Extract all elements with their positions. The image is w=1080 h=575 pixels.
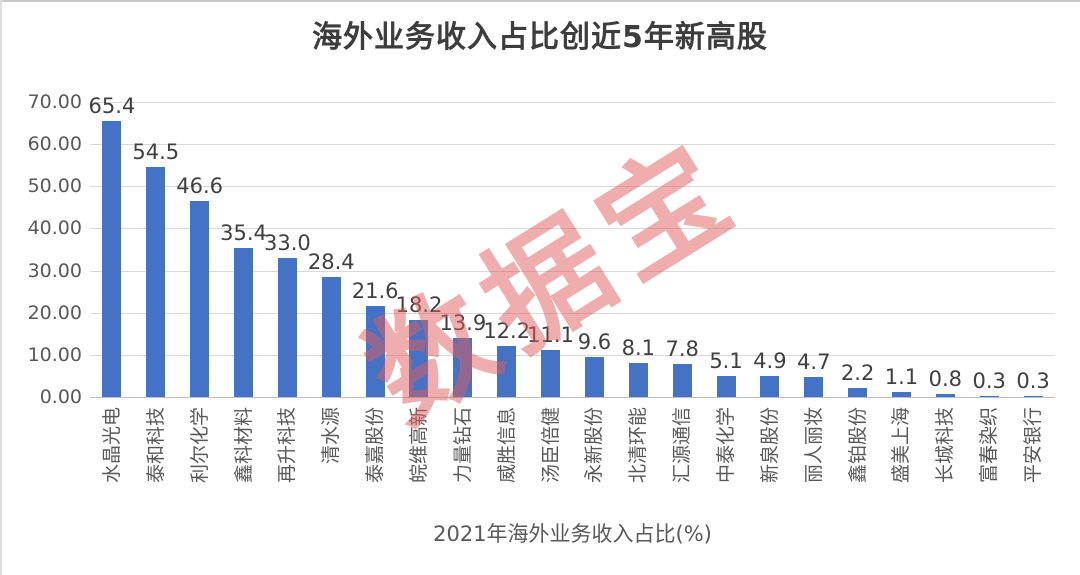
bar-value-label: 21.6 — [351, 278, 399, 303]
bar-value-label: 18.2 — [395, 293, 443, 318]
chart-title: 海外业务收入占比创近5年新高股 — [312, 20, 768, 55]
bar-value-label: 7.8 — [665, 337, 699, 362]
bar-value-label: 4.7 — [797, 350, 831, 375]
x-axis-category-label: 北清环能 — [627, 407, 650, 484]
bar — [891, 392, 911, 397]
bar — [453, 338, 473, 397]
x-axis-category-label: 汤臣倍健 — [539, 407, 562, 484]
bar-value-label: 33.0 — [263, 230, 311, 255]
bar — [102, 121, 122, 397]
gridline — [90, 102, 1055, 103]
bar-value-label: 12.2 — [483, 318, 531, 343]
gridline — [90, 354, 1055, 356]
gridline — [90, 144, 1055, 146]
bar — [804, 377, 824, 397]
bar-value-label: 54.5 — [132, 140, 180, 165]
bar-value-label: 28.4 — [307, 250, 355, 275]
x-axis-category-label: 皖维高新 — [407, 407, 430, 484]
bar-value-label: 9.6 — [577, 329, 612, 354]
bar — [848, 387, 868, 397]
bar — [190, 200, 210, 397]
y-axis-tick-label: 10.00 — [27, 343, 82, 366]
x-axis-category-label: 鑫科材料 — [232, 407, 255, 484]
y-axis-tick-label: 0.00 — [39, 386, 82, 408]
x-axis-category-label: 长城科技 — [934, 407, 957, 484]
bar — [365, 305, 385, 397]
x-axis-category-label: 泰和科技 — [144, 407, 167, 484]
y-axis-tick-label: 60.00 — [27, 133, 82, 156]
bar — [321, 277, 341, 397]
bar-value-label: 0.3 — [972, 368, 1006, 393]
y-axis-tick-label: 70.00 — [27, 91, 82, 113]
bar — [760, 376, 780, 397]
gridline — [90, 270, 1055, 272]
x-axis-category-label: 丽人丽妆 — [802, 407, 825, 484]
bar-value-label: 46.6 — [176, 173, 224, 198]
bar — [716, 375, 736, 397]
gridline — [90, 312, 1055, 314]
y-axis-tick-label: 40.00 — [27, 217, 82, 240]
x-axis-category-label: 鑫铂股份 — [846, 407, 869, 484]
bar — [979, 395, 999, 397]
x-axis-category-label: 力量钻石 — [451, 407, 474, 484]
y-axis-tick-label: 50.00 — [27, 175, 82, 198]
bar — [409, 320, 429, 397]
x-axis-line — [90, 397, 1055, 398]
x-axis-category-label: 中泰化学 — [715, 407, 738, 484]
window-edge-top — [0, 0, 1080, 2]
bar — [628, 362, 648, 397]
bar-value-label: 2.2 — [840, 360, 875, 385]
bar — [497, 345, 517, 397]
bar-value-label: 65.4 — [88, 94, 136, 119]
bar-value-label: 4.9 — [753, 349, 787, 374]
bar-value-label: 0.8 — [928, 366, 963, 391]
bar — [277, 257, 297, 397]
x-axis-category-label: 平安银行 — [1022, 407, 1045, 484]
bar — [672, 364, 692, 397]
x-axis-category-label: 水晶光电 — [100, 407, 123, 484]
bar — [234, 247, 254, 397]
bar-value-label: 13.9 — [439, 311, 487, 336]
bar-value-label: 11.1 — [527, 323, 574, 348]
gridline — [90, 186, 1055, 188]
bar — [146, 167, 166, 397]
x-axis-category-label: 汇源通信 — [671, 407, 694, 484]
x-axis-category-label: 利尔化学 — [188, 407, 211, 484]
x-axis-category-label: 富春染织 — [978, 407, 1001, 484]
x-axis-category-label: 新泉股份 — [758, 407, 781, 484]
bar-value-label: 35.4 — [220, 220, 267, 245]
x-axis-title: 2021年海外业务收入占比(%) — [433, 522, 712, 546]
x-axis-category-label: 盛美上海 — [890, 407, 913, 484]
gridline — [90, 228, 1055, 230]
bar — [584, 356, 604, 397]
y-axis-tick-label: 30.00 — [27, 259, 82, 282]
x-axis-category-label: 再升科技 — [276, 407, 299, 484]
x-axis-category-label: 泰嘉股份 — [364, 407, 387, 484]
bar-value-label: 1.1 — [884, 365, 919, 390]
x-axis-category-label: 威胜信息 — [495, 407, 518, 484]
x-axis-category-label: 永新股份 — [583, 407, 606, 484]
bar — [541, 350, 561, 397]
bar-value-label: 8.1 — [621, 335, 655, 360]
bar-value-label: 5.1 — [709, 348, 743, 373]
bar-value-label: 0.3 — [1016, 368, 1050, 393]
y-axis-tick-label: 20.00 — [27, 301, 82, 324]
bar — [1023, 395, 1043, 397]
x-axis-category-label: 清水源 — [320, 407, 343, 465]
window-edge-left — [0, 0, 2, 575]
bar — [935, 393, 955, 397]
